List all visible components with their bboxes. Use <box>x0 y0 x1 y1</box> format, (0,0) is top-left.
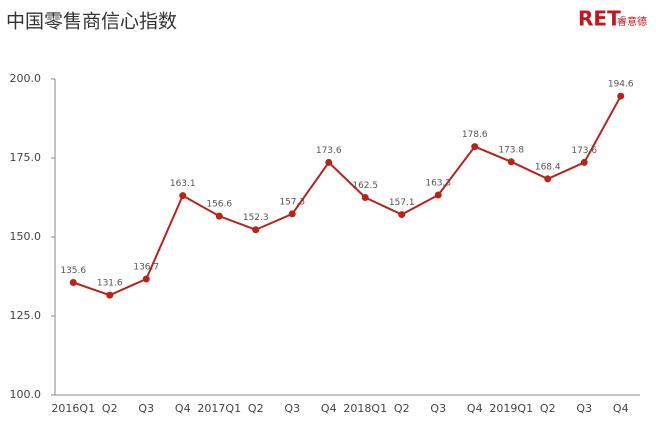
point <box>142 275 150 283</box>
point <box>398 211 406 219</box>
x-tick-label: Q3 <box>430 402 446 415</box>
point <box>69 279 77 287</box>
line <box>72 95 622 297</box>
y-tick-label: 150.0 <box>10 230 42 243</box>
value-label: 194.6 <box>608 80 634 90</box>
point <box>288 210 296 218</box>
x-tick-label: Q3 <box>138 402 154 415</box>
logo-text: 睿意德 <box>617 15 647 28</box>
x-tick-label: Q3 <box>576 402 592 415</box>
point <box>215 212 223 220</box>
x-tick-label: Q4 <box>175 402 191 415</box>
y-tick-label: 100.0 <box>10 388 42 401</box>
point <box>106 291 114 299</box>
point <box>617 92 625 100</box>
x-tick-label: Q2 <box>394 402 410 415</box>
value-label: 131.6 <box>97 279 123 289</box>
value-label: 156.6 <box>206 200 232 210</box>
value-label: 135.6 <box>60 266 86 276</box>
point <box>434 191 442 199</box>
x-tick-label: Q3 <box>284 402 300 415</box>
value-label: 173.6 <box>571 146 597 156</box>
y-tick-label: 200.0 <box>10 72 42 85</box>
value-label: 136.7 <box>133 263 159 273</box>
y-tick-label: 175.0 <box>10 151 42 164</box>
x-tick-label: 2018Q1 <box>343 402 387 415</box>
value-label: 173.8 <box>498 145 524 155</box>
point <box>471 143 479 151</box>
point <box>544 175 552 183</box>
value-label: 163.1 <box>170 179 196 189</box>
value-label: 157.1 <box>389 198 415 208</box>
x-tick-label: Q4 <box>321 402 337 415</box>
x-tick-label: Q2 <box>248 402 264 415</box>
x-tick-label: Q4 <box>467 402 483 415</box>
x-tick-label: Q2 <box>102 402 118 415</box>
value-label: 157.3 <box>279 197 305 207</box>
value-label: 152.3 <box>243 213 269 223</box>
y-tick-label: 125.0 <box>10 309 42 322</box>
x-tick-label: 2017Q1 <box>197 402 241 415</box>
chart-title: 中国零售商信心指数 <box>6 11 177 33</box>
x-tick-label: Q2 <box>540 402 556 415</box>
value-label: 168.4 <box>535 162 561 172</box>
value-label: 173.6 <box>316 146 342 156</box>
value-label: 163.3 <box>425 178 451 188</box>
x-tick-label: 2019Q1 <box>489 402 533 415</box>
point <box>580 158 588 166</box>
x-tick-label: Q4 <box>613 402 629 415</box>
point <box>325 158 333 166</box>
logo-mark: RET <box>578 7 621 31</box>
point <box>507 158 515 166</box>
point <box>179 192 187 200</box>
value-label: 178.6 <box>462 130 488 140</box>
x-tick-label: 2016Q1 <box>51 402 95 415</box>
point <box>252 226 260 234</box>
point <box>361 194 369 201</box>
value-label: 162.5 <box>352 181 378 191</box>
